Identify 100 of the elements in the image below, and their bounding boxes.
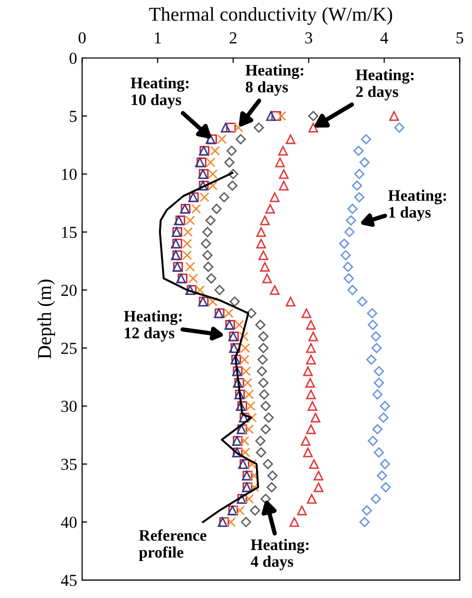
point	[306, 354, 316, 364]
point	[372, 424, 383, 434]
point	[359, 516, 370, 528]
point	[218, 192, 230, 202]
point	[314, 482, 324, 492]
point	[344, 273, 354, 284]
point	[211, 204, 222, 214]
point	[314, 470, 324, 481]
point	[206, 273, 216, 284]
point	[267, 470, 278, 481]
y-tick-label: 30	[61, 400, 77, 412]
point	[370, 494, 382, 504]
point	[305, 378, 316, 388]
annotation: Reference profile	[138, 529, 206, 561]
point	[276, 111, 286, 121]
point	[262, 458, 274, 470]
point	[195, 285, 205, 295]
point	[234, 122, 244, 132]
point	[344, 226, 355, 238]
point	[308, 401, 318, 411]
point	[200, 192, 210, 202]
point	[224, 308, 234, 318]
point	[368, 436, 378, 446]
point	[278, 180, 289, 190]
point	[200, 238, 212, 249]
point	[374, 378, 384, 388]
y-tick-label: 5	[70, 110, 77, 122]
point	[182, 227, 193, 237]
point	[394, 122, 404, 133]
point	[308, 110, 318, 122]
point	[359, 157, 370, 168]
point	[258, 378, 268, 388]
point	[260, 424, 271, 434]
point	[270, 285, 280, 295]
point	[208, 180, 218, 190]
point	[246, 401, 256, 411]
point	[185, 262, 195, 272]
y-axis-title: Depth (m)	[37, 280, 56, 359]
x-tick-label: 1	[154, 32, 161, 44]
x-tick-label: 0	[78, 32, 86, 44]
point	[210, 146, 220, 156]
annotation: Heating: 8 days	[246, 64, 304, 96]
point	[264, 412, 274, 423]
y-tick-label: 15	[62, 226, 77, 238]
point	[203, 262, 214, 272]
x-tick-label: 2	[230, 32, 236, 44]
y-tick-label: 10	[62, 168, 77, 180]
y-tick-label: 0	[70, 52, 77, 64]
point	[303, 448, 313, 458]
x-tick-label: 3	[305, 32, 312, 44]
point	[372, 389, 383, 400]
point	[309, 459, 319, 469]
point	[278, 146, 288, 156]
point	[220, 122, 230, 132]
point	[240, 516, 252, 528]
point	[208, 169, 218, 179]
point	[300, 436, 311, 446]
point	[247, 412, 257, 423]
point	[270, 192, 280, 202]
point	[247, 459, 257, 469]
point	[339, 238, 350, 249]
point	[275, 158, 285, 168]
annotation: Heating: 2 days	[356, 69, 414, 100]
point	[347, 284, 358, 296]
point	[306, 343, 316, 353]
y-tick-label: 45	[60, 574, 77, 586]
point	[202, 226, 213, 238]
point	[286, 296, 296, 306]
point	[185, 216, 195, 226]
point	[216, 134, 227, 144]
point	[353, 146, 364, 156]
point	[346, 215, 356, 226]
point	[188, 274, 198, 284]
point	[240, 354, 250, 364]
point	[226, 146, 237, 156]
point	[354, 192, 364, 202]
point	[255, 320, 266, 330]
point	[374, 447, 384, 458]
x-tick-label: 4	[380, 32, 388, 44]
y-tick-label: 40	[60, 516, 77, 528]
point	[378, 412, 389, 423]
point	[297, 506, 307, 516]
point	[271, 111, 282, 121]
point	[256, 238, 266, 248]
point	[226, 517, 236, 527]
point	[278, 169, 289, 179]
point	[191, 204, 202, 214]
point	[306, 390, 316, 400]
annotation: Heating: 12 days	[124, 310, 182, 342]
point	[380, 482, 391, 492]
point	[182, 238, 192, 248]
point	[389, 111, 399, 121]
point	[266, 482, 277, 492]
point	[260, 262, 270, 272]
point	[266, 111, 276, 121]
point	[308, 332, 318, 342]
point	[354, 168, 364, 180]
point	[202, 250, 213, 260]
point	[260, 494, 271, 504]
annotation: Heating: 4 days	[250, 538, 309, 570]
